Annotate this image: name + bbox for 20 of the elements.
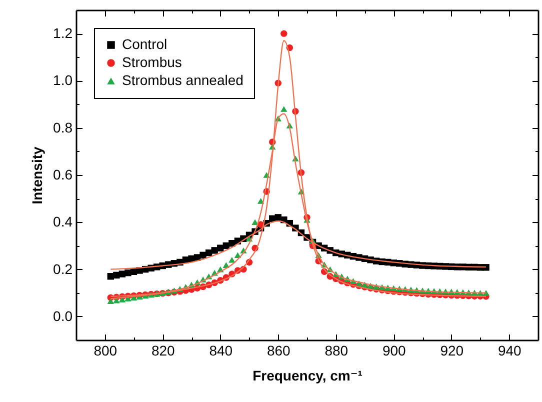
- x-tick-label: 940: [498, 342, 522, 358]
- y-tick-label: 1.2: [53, 25, 73, 42]
- legend-label: Strombus: [122, 54, 182, 70]
- x-tick-label: 920: [440, 342, 464, 358]
- x-axis-title: Frequency, cm⁻¹: [252, 368, 363, 384]
- y-axis-title: Intensity: [29, 146, 46, 204]
- y-tick-label: 0.0: [53, 308, 73, 324]
- x-tick-label: 860: [266, 342, 291, 358]
- y-tick-label: 0.4: [53, 214, 73, 230]
- x-tick-label: 820: [151, 342, 176, 358]
- y-tick-label: 1.0: [53, 72, 73, 88]
- x-tick-label: 880: [324, 342, 348, 358]
- legend-label: Strombus annealed: [122, 72, 244, 88]
- legend-label: Control: [122, 36, 168, 52]
- y-tick-label: 0.8: [53, 119, 73, 136]
- x-tick-label: 840: [209, 342, 233, 358]
- y-tick-label: 0.2: [53, 260, 73, 277]
- y-tick-label: 0.6: [53, 166, 73, 182]
- x-tick-label: 900: [382, 342, 406, 358]
- x-tick-label: 800: [94, 342, 118, 358]
